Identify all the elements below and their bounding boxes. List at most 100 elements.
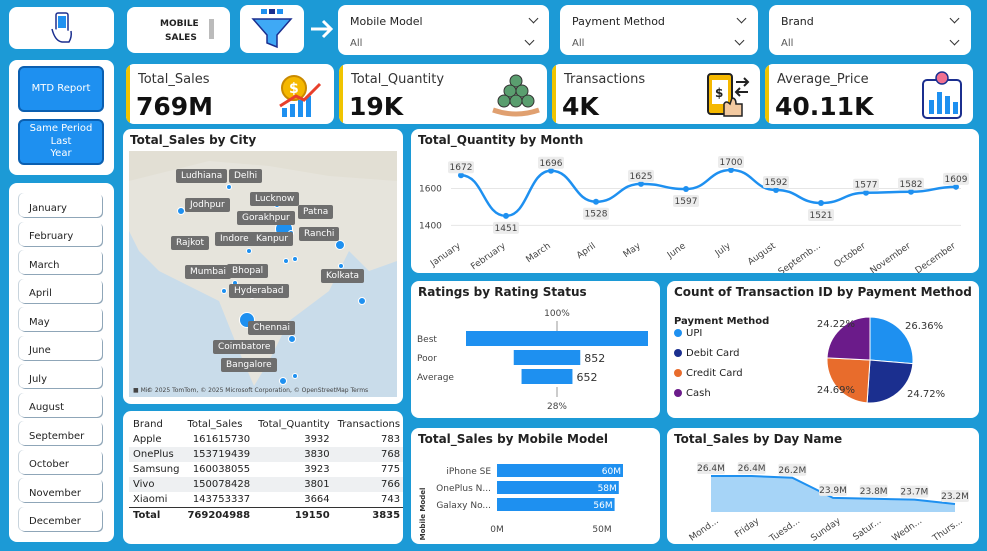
table-cell: 3923 [304, 464, 330, 475]
data-label-bg [808, 209, 834, 222]
map-bubble[interactable] [338, 263, 344, 269]
funnel-data-label: 852 [584, 352, 605, 365]
table-header-cell[interactable]: Total_Sales [187, 419, 243, 430]
table-cell: 161615730 [192, 434, 251, 445]
data-label: 1625 [630, 172, 653, 182]
month-button-may[interactable]: May [19, 307, 102, 331]
mtd-report-button[interactable]: MTD Report [18, 66, 104, 112]
data-label: 1521 [810, 211, 833, 221]
month-button-october[interactable]: October [19, 449, 102, 474]
data-label: 23.2M [941, 492, 969, 502]
model-bar-chart[interactable]: Mobile Model iPhone SE 60M OnePlus N... 58M G… [411, 428, 660, 544]
brand-slicer[interactable]: Brand All [769, 5, 971, 55]
slicer-value[interactable]: All [572, 38, 585, 49]
month-button-december[interactable]: December [19, 506, 102, 531]
data-label-bg [853, 178, 879, 191]
map-canvas[interactable]: Ludhiana Delhi Jodhpur Lucknow Gorakhpur Patn… [129, 151, 397, 397]
data-label-bg [943, 172, 969, 185]
month-button-january[interactable]: January [19, 193, 102, 217]
bar-data-label: 60M [602, 467, 621, 477]
table-row[interactable]: Apple 161615730 3932 783 [129, 432, 403, 447]
filter-card[interactable] [240, 5, 304, 53]
kpi-title: Total_Sales [138, 72, 210, 87]
map-city-label: Hyderabad [229, 284, 289, 298]
y-tick-label: 1600 [419, 184, 442, 194]
data-label-bg [778, 463, 807, 476]
table-header-cell[interactable]: Brand [133, 419, 163, 430]
map-city-label: Bangalore [221, 358, 277, 372]
map-bubble[interactable] [226, 184, 232, 190]
map-bubble[interactable] [246, 248, 252, 254]
same-period-last-year-button[interactable]: Same Period Last Year [18, 119, 104, 165]
table-row[interactable]: Samsung 160038055 3923 775 [129, 462, 403, 477]
series-line [460, 168, 957, 218]
pie-slice [866, 359, 914, 404]
sales-by-day-card: Total_Sales by Day Name 26.4M Mond... 26.4… [667, 428, 979, 544]
kpi-total-sales: Total_Sales 769M $ [126, 64, 334, 124]
map-attribution: © 2025 TomTom, © 2025 Microsoft Corporat… [147, 387, 369, 394]
month-button-september[interactable]: September [19, 421, 102, 445]
month-button-june[interactable]: June [19, 335, 102, 360]
slicer-value[interactable]: All [781, 38, 794, 49]
map-bubble[interactable] [288, 335, 296, 343]
title-scroll-handle [209, 19, 214, 39]
data-label-bg [583, 207, 609, 220]
slicer-value[interactable]: All [350, 38, 363, 49]
line-chart[interactable]: 1600 1400 1672 January 1451 February 1696 March… [411, 129, 979, 273]
data-label-bg [763, 175, 789, 188]
funnel-chart[interactable]: 100% Best Poor 852 Average 652 28% [411, 281, 660, 418]
month-button-march[interactable]: March [19, 250, 102, 274]
model-bar [497, 464, 623, 477]
table-header-cell[interactable]: Transactions [337, 419, 401, 430]
x-tick-label: Tuesd... [767, 516, 802, 544]
map-bubble[interactable] [177, 207, 185, 215]
data-point [953, 183, 959, 190]
pie-slice [869, 316, 914, 365]
map-bubble[interactable] [358, 297, 366, 305]
y-tick-label: OnePlus N... [436, 484, 491, 494]
chevron-down-icon[interactable] [734, 35, 745, 46]
table-cell: OnePlus [133, 449, 174, 460]
month-button-july[interactable]: July [19, 364, 102, 388]
month-button-february[interactable]: February [19, 221, 102, 246]
chart-title: Total_Quantity by Month [418, 133, 584, 147]
x-tick-label: July [713, 241, 733, 259]
bar-data-label: 56M [593, 501, 612, 511]
mobile-model-slicer[interactable]: Mobile Model All [338, 5, 549, 55]
ratings-card: Ratings by Rating Status 100% Best Poor 852… [411, 281, 660, 418]
map-bubble[interactable] [279, 377, 287, 385]
pie-data-label: 24.72% [907, 389, 945, 400]
table-header-cell[interactable]: Total_Quantity [258, 419, 330, 430]
chevron-down-icon[interactable] [736, 13, 747, 24]
legend-label: UPI [686, 328, 702, 339]
chevron-down-icon[interactable] [949, 13, 960, 24]
logo-card [9, 7, 114, 49]
month-button-april[interactable]: April [19, 278, 102, 303]
month-button-november[interactable]: November [19, 478, 102, 502]
table-cell: Samsung [133, 464, 180, 475]
kpi-accent-bar [765, 64, 769, 124]
table-row[interactable]: Vivo 150078428 3801 766 [129, 477, 403, 492]
data-label: 1672 [450, 163, 473, 173]
map-bubble[interactable] [292, 373, 298, 379]
x-tick-label: October [832, 241, 867, 270]
chevron-down-icon[interactable] [524, 35, 535, 46]
chevron-down-icon[interactable] [528, 13, 539, 24]
table-row[interactable]: OnePlus 153719439 3830 768 [129, 447, 403, 462]
x-tick-label: 0M [490, 525, 504, 535]
map-bubble[interactable] [221, 288, 227, 294]
month-button-august[interactable]: August [19, 392, 102, 417]
table-row[interactable]: Xiaomi 143753337 3664 743 [129, 492, 403, 508]
data-label-bg [737, 462, 766, 474]
pie-slice [826, 316, 871, 361]
map-bubble[interactable] [283, 258, 289, 264]
map-bubble[interactable] [292, 256, 298, 262]
coin-stack-icon [492, 74, 540, 117]
payment-method-slicer[interactable]: Payment Method All [560, 5, 758, 55]
chevron-down-icon[interactable] [949, 35, 960, 46]
map-bubble[interactable] [335, 240, 345, 250]
kpi-accent-bar [339, 64, 343, 124]
day-area-chart[interactable]: 26.4M Mond... 26.4M Friday 26.2M Tuesd... 23.9… [667, 428, 979, 544]
legend-dot [674, 369, 682, 377]
